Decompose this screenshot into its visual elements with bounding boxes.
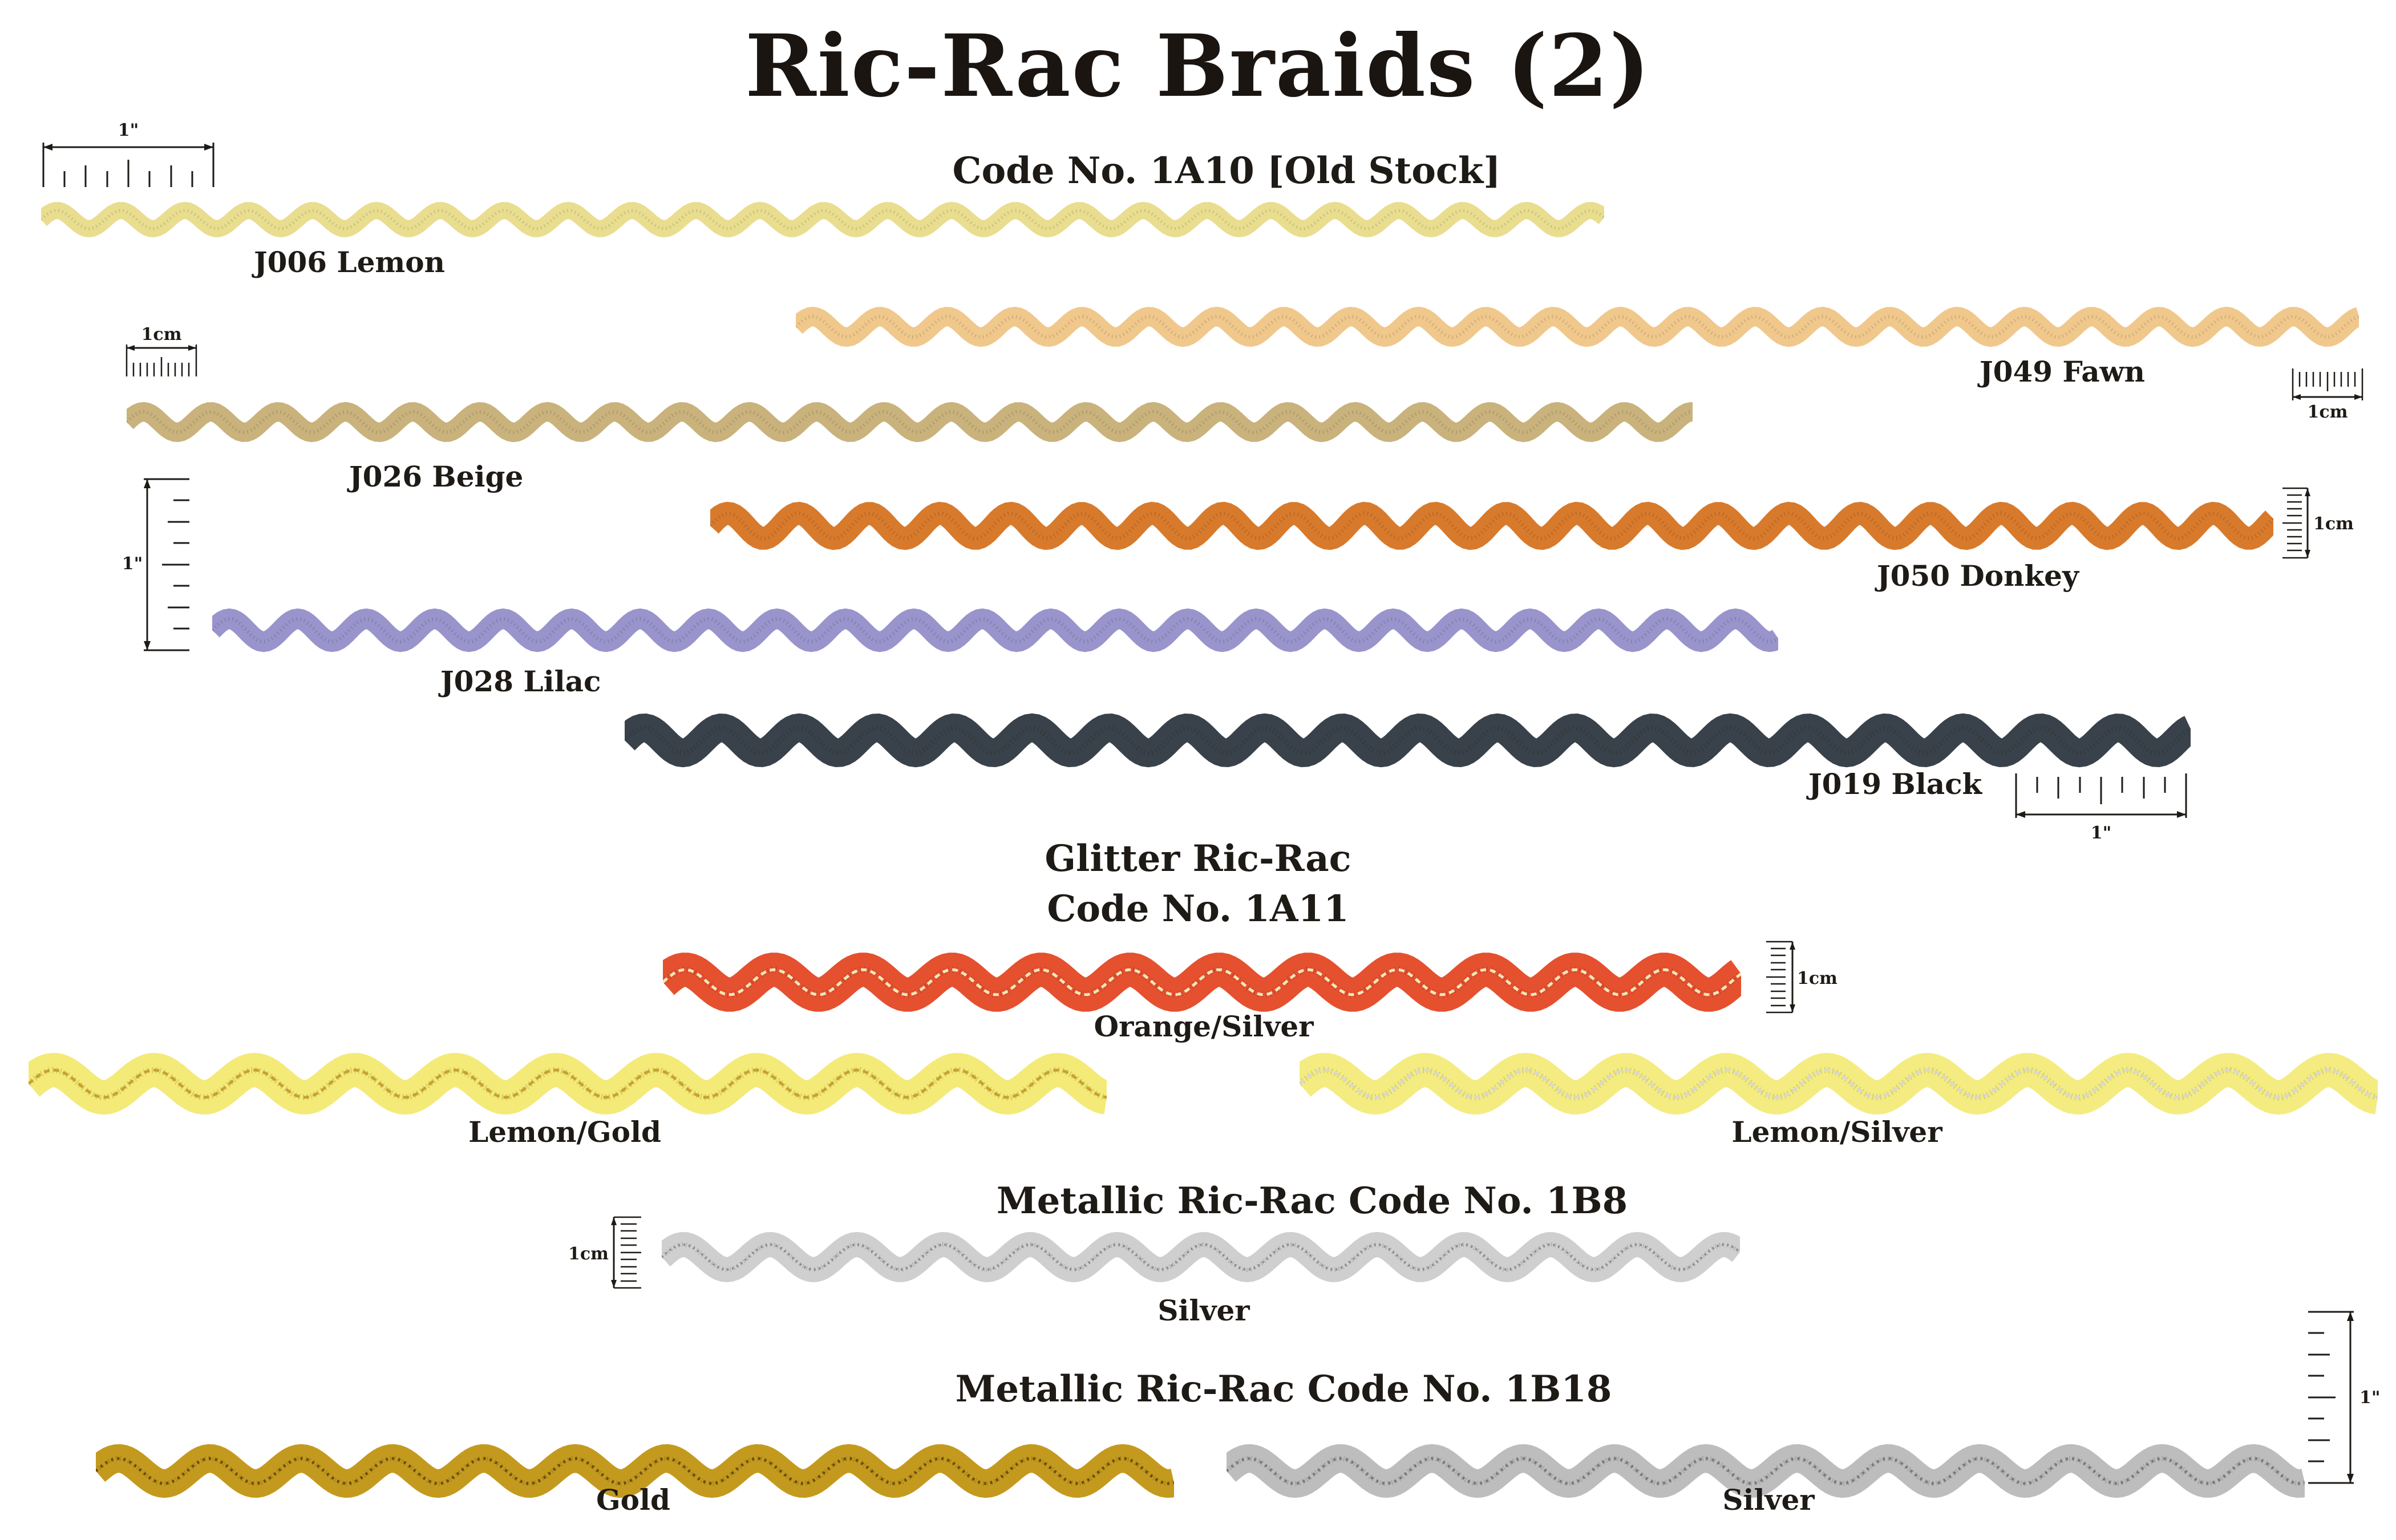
section-heading-1b18: Metallic Ric-Rac Code No. 1B18 [955,1368,1612,1411]
section-heading-1a10: Code No. 1A10 [Old Stock] [952,149,1501,192]
braid-label-j026-beige: J026 Beige [349,460,524,493]
scale-inch-label: 1" [2091,823,2112,843]
braid-label-j019-black: J019 Black [1808,767,1982,801]
braid-label-j006-lemon: J006 Lemon [254,245,446,279]
scale-cm-label: 1cm [568,1244,609,1264]
braid-swatch-metallic-silver-1b18 [1227,1444,2305,1498]
scale-inch-horizontal: 1" [42,120,214,187]
page-title: Ric-Rac Braids (2) [745,16,1651,116]
scale-inch-vertical-right: 1" [2308,1311,2381,1484]
braid-swatch-lemon-gold [29,1052,1107,1115]
scale-cm-label: 1cm [1797,968,1838,988]
braid-label-lemon-gold: Lemon/Gold [468,1115,661,1149]
scale-inch-label: 1" [122,554,143,574]
braid-swatch-metallic-silver-1b8 [662,1231,1740,1283]
braid-swatch-j026-beige [127,402,1693,443]
braid-swatch-j049-fawn [796,306,2359,347]
scale-cm-vertical-silver: 1cm [568,1216,641,1289]
braid-swatch-lemon-silver [1300,1052,2378,1115]
section-heading-1b8: Metallic Ric-Rac Code No. 1B8 [996,1180,1628,1222]
braid-swatch-j028-lilac [212,608,1778,653]
braid-swatch-j006-lemon [41,201,1604,238]
braid-label-metallic-silver-1b8: Silver [1157,1294,1250,1327]
scale-cm-label: 1cm [2308,402,2348,422]
scale-cm-label: 1cm [141,325,182,345]
scale-inch-label: 1" [118,120,139,140]
braid-label-metallic-gold-1b18: Gold [596,1483,670,1517]
scale-cm-vertical-orange: 1cm [1766,941,1838,1014]
section-heading-1a11: Code No. 1A11 [1047,887,1349,930]
scale-inch-label: 1" [2359,1388,2381,1408]
braid-swatch-j050-donkey [710,501,2273,550]
braid-label-lemon-silver: Lemon/Silver [1731,1115,1942,1149]
scale-cm-label: 1cm [2313,514,2354,534]
braid-swatch-metallic-gold-1b18 [96,1444,1174,1498]
section-heading-glitter: Glitter Ric-Rac [1045,837,1351,880]
scale-inch-vertical-left: 1" [122,478,189,651]
scale-cm-vertical-right: 1cm [2282,487,2354,559]
scale-cm-horizontal-right: 1cm [2292,368,2363,422]
braid-label-orange-silver: Orange/Silver [1094,1010,1314,1043]
braid-label-j050-donkey: J050 Donkey [1877,559,2079,593]
braid-swatch-j019-black [625,713,2191,768]
braid-label-j028-lilac: J028 Lilac [440,664,601,698]
scale-cm-horizontal-left: 1cm [126,325,197,376]
braid-label-metallic-silver-1b18: Silver [1722,1483,1815,1517]
braid-label-j049-fawn: J049 Fawn [1980,355,2145,388]
braid-swatch-orange-silver [663,953,1741,1012]
scale-inch-horizontal-right: 1" [2015,773,2187,843]
